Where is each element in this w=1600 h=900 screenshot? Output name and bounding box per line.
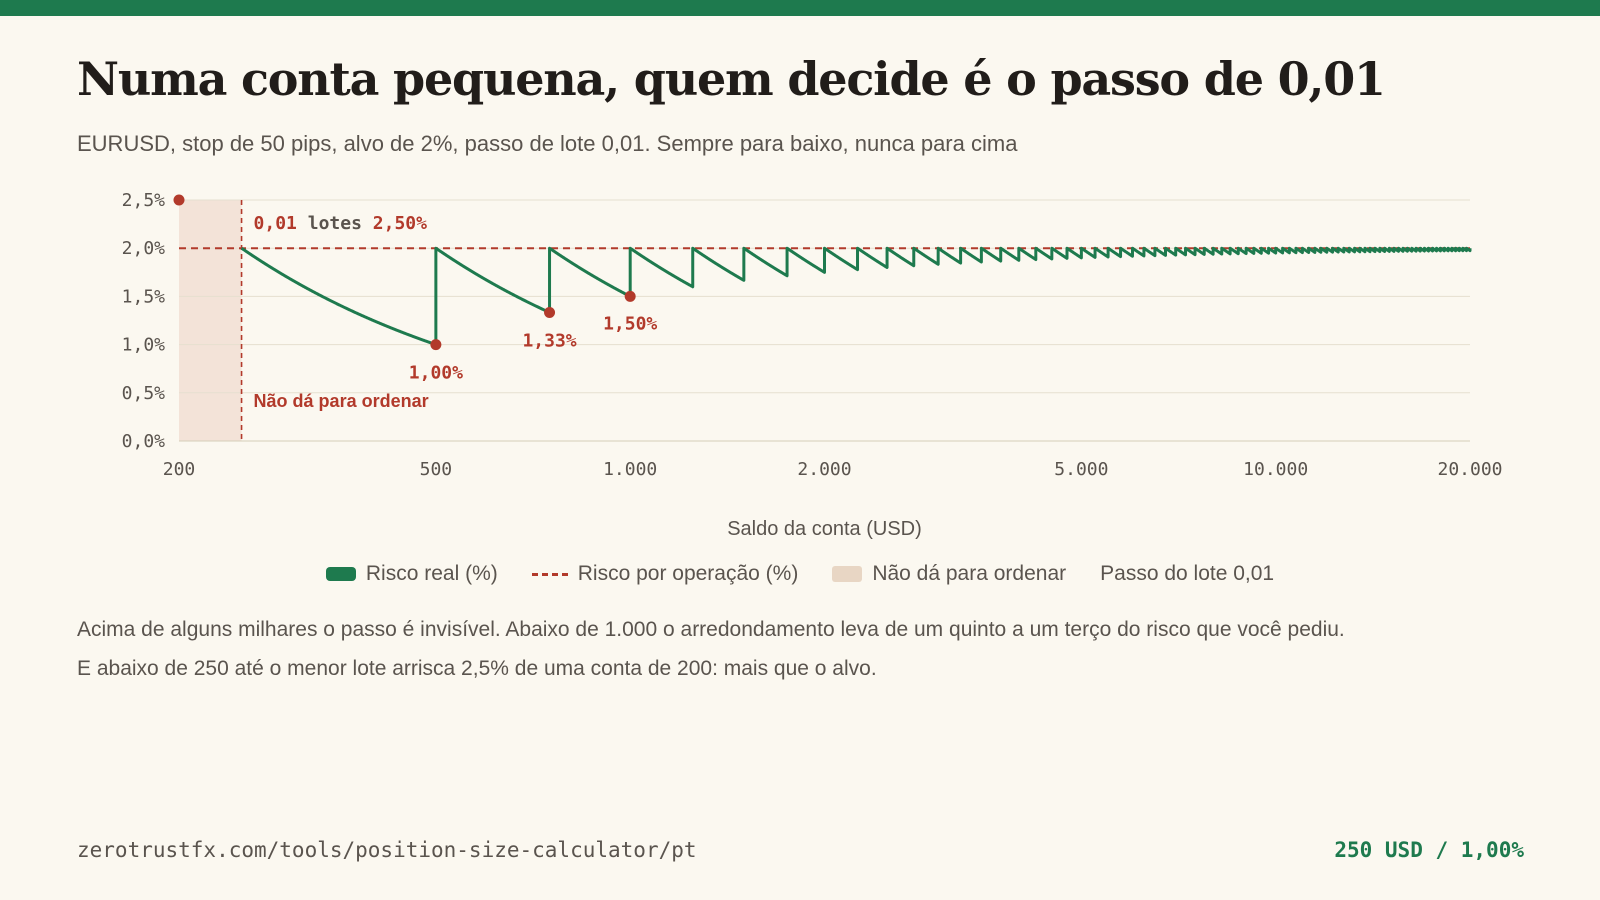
legend-label: Não dá para ordenar	[872, 562, 1067, 585]
point-label: 1,33%	[522, 330, 576, 351]
legend-label: Risco por operação (%)	[577, 562, 799, 585]
footer-stat: 250 USD / 1,00%	[1334, 838, 1524, 862]
note-line: Acima de alguns milhares o passo é invis…	[77, 618, 1345, 641]
highlight-point	[624, 290, 636, 302]
real-risk-line	[240, 246, 1472, 347]
explanation-note: Acima de alguns milhares o passo é invis…	[77, 610, 1537, 688]
zone-annotation: Não dá para ordenar	[254, 391, 429, 411]
y-tick-label: 1,5%	[122, 286, 166, 307]
legend-swatch-line	[325, 567, 356, 581]
x-tick-label: 10.000	[1243, 459, 1308, 480]
highlight-point	[173, 194, 185, 206]
x-tick-label: 20.000	[1437, 459, 1502, 480]
x-tick-label: 200	[163, 459, 196, 480]
chart-legend: Risco real (%) Risco por operação (%) Nã…	[0, 562, 1600, 586]
x-axis-title: Saldo da conta (USD)	[727, 518, 922, 540]
legend-swatch-zone	[832, 566, 863, 582]
page-subtitle: EURUSD, stop de 50 pips, alvo de 2%, pas…	[77, 131, 1018, 156]
point-label: 1,50%	[603, 313, 657, 334]
footer-url: zerotrustfx.com/tools/position-size-calc…	[77, 838, 697, 862]
y-tick-label: 2,5%	[122, 190, 166, 211]
highlight-point	[430, 339, 442, 351]
top-accent-bar	[0, 0, 1600, 16]
legend-item-real-risk: Risco real (%)	[325, 562, 498, 586]
min-lot-annotation: 0,01 lotes 2,50%	[254, 213, 428, 234]
y-axis-ticks: 0,0% 0,5% 1,0% 1,5% 2,0% 2,5%	[122, 190, 166, 452]
x-tick-label: 1.000	[603, 459, 657, 480]
page-title: Numa conta pequena, quem decide é o pass…	[77, 52, 1386, 106]
point-label: 1,00%	[409, 363, 463, 384]
legend-item-target-risk: Risco por operação (%)	[531, 562, 799, 586]
highlight-points: 1,00% 1,33% 1,50%	[173, 194, 657, 384]
legend-item-zone: Não dá para ordenar	[832, 562, 1066, 586]
x-tick-label: 2.000	[797, 459, 851, 480]
x-tick-label: 5.000	[1054, 459, 1108, 480]
x-axis-ticks: 200 500 1.000 2.000 5.000 10.000 20.000	[163, 459, 1503, 480]
y-tick-label: 2,0%	[122, 238, 166, 259]
legend-item-lot-step: Passo do lote 0,01	[1100, 562, 1274, 586]
legend-label: Passo do lote 0,01	[1100, 562, 1275, 585]
no-order-zone	[179, 200, 242, 441]
note-line: E abaixo de 250 até o menor lote arrisca…	[77, 657, 877, 680]
y-tick-label: 0,5%	[122, 383, 166, 404]
legend-swatch-dashed	[531, 572, 568, 576]
legend-label: Risco real (%)	[365, 562, 498, 585]
highlight-point	[544, 306, 556, 318]
y-tick-label: 0,0%	[122, 431, 166, 452]
x-tick-label: 500	[420, 459, 453, 480]
y-tick-label: 1,0%	[122, 335, 166, 356]
